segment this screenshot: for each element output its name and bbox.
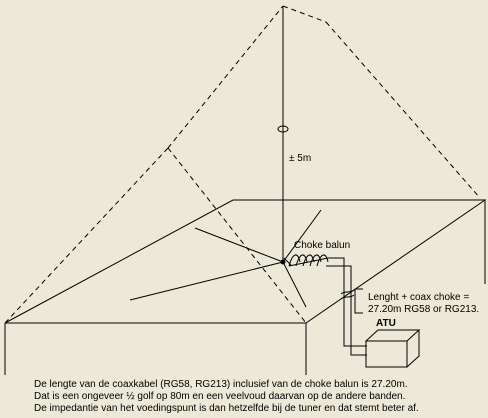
wire-upper-right <box>282 209 322 263</box>
coax-break-mark-2 <box>340 294 355 300</box>
height-label: ± 5m <box>289 153 312 164</box>
choke-balun-icon <box>283 254 329 267</box>
caption-line: De lengte van de coaxkabel (RG58, RG213)… <box>34 379 408 390</box>
length-bracket <box>354 288 363 314</box>
rope-inner-left <box>167 147 307 324</box>
length-label-line2: 27.20m RG58 or RG213. <box>368 304 480 315</box>
atu-label: ATU <box>376 318 396 329</box>
wire-lower-left <box>129 261 284 301</box>
caption-text: De lengte van de coaxkabel (RG58, RG213)… <box>34 379 488 415</box>
wire-upper-left <box>194 227 284 263</box>
atu-box <box>364 329 421 368</box>
wire-lower-right <box>282 261 307 308</box>
coax-break-mark <box>340 289 355 295</box>
rope-center-right <box>282 5 327 23</box>
caption-line: Dat is een ongeveer ½ golf op 80m en een… <box>34 391 406 402</box>
rope-right <box>325 21 481 199</box>
choke-balun-label: Choke balun <box>294 240 351 251</box>
rope-left-center <box>167 5 284 149</box>
caption-line: De impedantie van het voedingspunt is da… <box>34 403 419 414</box>
insulator-icon <box>277 125 289 133</box>
rope-left <box>4 147 169 324</box>
length-label-line1: Lenght + coax choke = <box>368 292 470 303</box>
coax-cable <box>326 257 367 356</box>
feedpoint-icon <box>280 259 286 265</box>
support-ropes <box>4 5 481 324</box>
